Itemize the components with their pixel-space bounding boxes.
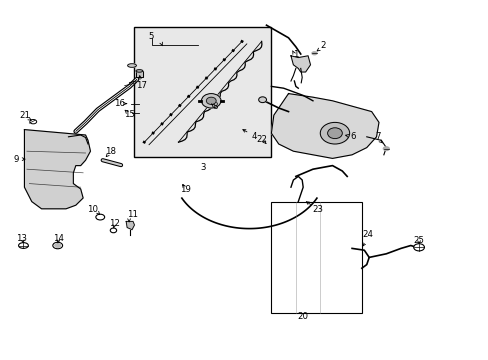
Text: 5: 5: [148, 32, 154, 41]
Text: 9: 9: [14, 155, 19, 163]
Text: 10: 10: [87, 205, 98, 214]
Text: 7: 7: [374, 132, 380, 141]
Text: 6: 6: [349, 132, 355, 141]
Text: 20: 20: [297, 312, 308, 321]
Polygon shape: [136, 71, 142, 77]
Text: 21: 21: [19, 111, 30, 120]
Text: 18: 18: [104, 148, 115, 157]
Polygon shape: [290, 56, 310, 72]
Ellipse shape: [201, 94, 221, 108]
Text: 4: 4: [251, 132, 257, 141]
Bar: [271, 202, 361, 313]
Text: 24: 24: [362, 230, 372, 239]
Text: 15: 15: [124, 110, 135, 119]
Text: 17: 17: [136, 81, 147, 90]
Text: 19: 19: [180, 185, 191, 194]
Text: 14: 14: [53, 234, 64, 243]
Ellipse shape: [258, 97, 266, 103]
Ellipse shape: [320, 122, 349, 144]
Ellipse shape: [206, 97, 216, 104]
Text: 25: 25: [413, 236, 424, 245]
Ellipse shape: [327, 128, 342, 139]
Text: 23: 23: [312, 205, 323, 214]
Polygon shape: [24, 130, 90, 209]
Ellipse shape: [127, 64, 136, 67]
Polygon shape: [271, 94, 378, 158]
Text: 1: 1: [292, 50, 298, 59]
Ellipse shape: [136, 70, 142, 72]
Text: 11: 11: [126, 210, 137, 220]
Text: 2: 2: [319, 41, 325, 50]
Bar: [134, 27, 271, 157]
Text: 8: 8: [212, 103, 218, 112]
Text: 13: 13: [17, 234, 27, 243]
Polygon shape: [126, 221, 134, 230]
Text: 3: 3: [200, 163, 205, 172]
Text: 22: 22: [256, 135, 266, 144]
Text: 16: 16: [114, 99, 125, 108]
Ellipse shape: [55, 244, 61, 247]
Ellipse shape: [311, 52, 316, 55]
Ellipse shape: [383, 147, 388, 150]
Text: 12: 12: [109, 220, 120, 229]
